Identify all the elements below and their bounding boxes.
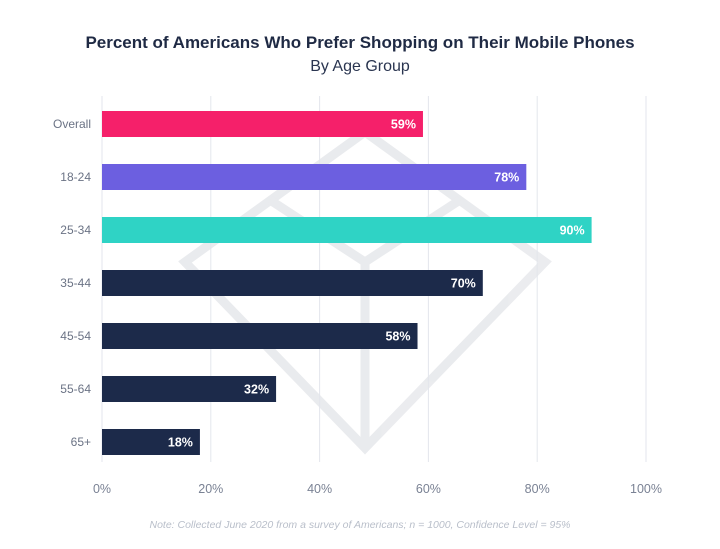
bar-35-44 <box>102 270 483 296</box>
data-label-45-54: 58% <box>385 330 410 344</box>
category-label-Overall: Overall <box>53 117 91 131</box>
footnote: Note: Collected June 2020 from a survey … <box>149 519 571 531</box>
bar-Overall <box>102 111 423 137</box>
bar-25-34 <box>102 217 592 243</box>
bar-65+ <box>102 429 200 455</box>
category-label-35-44: 35-44 <box>60 276 91 290</box>
data-label-65+: 18% <box>168 436 193 450</box>
bar-45-54 <box>102 323 418 349</box>
category-label-25-34: 25-34 <box>60 223 91 237</box>
bar-18-24 <box>102 164 527 190</box>
x-tick-label-40: 40% <box>307 482 332 496</box>
bar-55-64 <box>102 376 277 402</box>
chart-subtitle: By Age Group <box>310 58 410 75</box>
data-label-35-44: 70% <box>451 277 476 291</box>
data-label-Overall: 59% <box>391 118 416 132</box>
x-tick-label-0: 0% <box>93 482 111 496</box>
category-label-18-24: 18-24 <box>60 170 91 184</box>
data-label-55-64: 32% <box>244 383 269 397</box>
x-tick-label-20: 20% <box>198 482 223 496</box>
bars: 59% 78% 90% 70% 58% 32% 18% <box>102 111 592 455</box>
data-label-25-34: 90% <box>560 224 585 238</box>
category-label-55-64: 55-64 <box>60 382 91 396</box>
x-tick-label-100: 100% <box>630 482 662 496</box>
x-tick-label-80: 80% <box>525 482 550 496</box>
y-axis-categories: Overall 18-24 25-34 35-44 45-54 55-64 65+ <box>53 117 91 449</box>
category-label-65+: 65+ <box>71 435 91 449</box>
category-label-45-54: 45-54 <box>60 329 91 343</box>
x-axis-ticks: 0% 20% 40% 60% 80% 100% <box>93 482 662 496</box>
data-label-18-24: 78% <box>494 171 519 185</box>
x-tick-label-60: 60% <box>416 482 441 496</box>
chart-title: Percent of Americans Who Prefer Shopping… <box>85 33 635 52</box>
